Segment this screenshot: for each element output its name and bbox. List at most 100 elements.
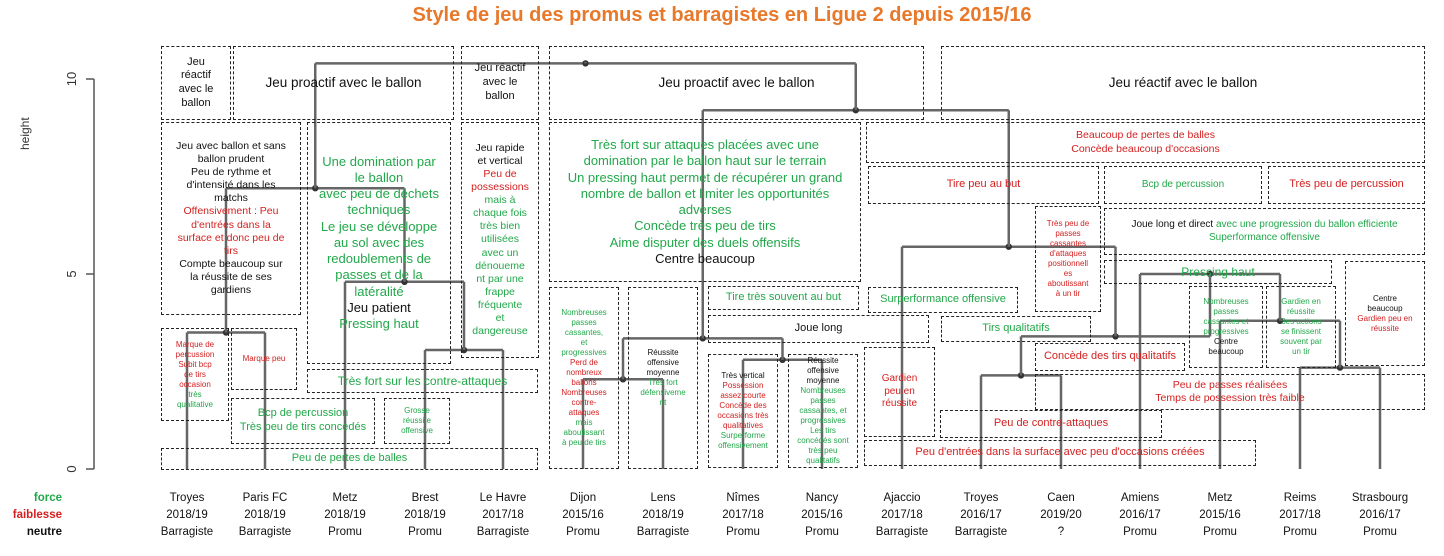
leaf-season: 2018/19 [166, 509, 208, 521]
annotation-text: souvent par [1280, 337, 1322, 346]
annotation-box: Très fort sur les contre-attaques [307, 369, 538, 393]
legend-item: faiblesse [12, 509, 62, 521]
annotation-text: aboutissant [563, 428, 605, 437]
annotation-text: Très fort [648, 378, 678, 387]
annotation-text: possessions [471, 180, 529, 193]
annotation-box: Peu de pertes de balles [161, 448, 538, 470]
annotation-text: beaucoup [1367, 303, 1403, 313]
leaf-season: 2018/19 [404, 509, 446, 521]
annotation-text: Grosse [404, 406, 430, 415]
annotation-text: à peu de tirs [561, 438, 607, 447]
annotation-text: passes et de la [335, 267, 423, 283]
annotation-text: Réussite [807, 356, 839, 365]
leaf-season: 2015/16 [1199, 509, 1241, 521]
annotation-text: utilisées [481, 233, 519, 246]
annotation-text: Marque de [175, 339, 215, 349]
annotation-text: nt par une [476, 272, 524, 285]
annotation-text: Concède des [719, 401, 767, 410]
annotation-text: occasion [179, 379, 211, 389]
annotation-text: matchs [214, 192, 248, 205]
annotation-text: Concède beaucoup d'occasions [1071, 142, 1220, 155]
annotation-text: qualitatives [722, 421, 764, 430]
annotation-text: Nombreuses [800, 386, 846, 395]
annotation-text: nt [659, 398, 667, 407]
annotation-box: Réussite offensive moyenne Très fort défensi… [628, 287, 698, 469]
leaf-season: 2015/16 [562, 509, 604, 521]
annotation-text: Le jeu se développe [320, 218, 438, 234]
annotation-text: beaucoup [1208, 347, 1244, 356]
annotation-text: avec peu de déchets [319, 186, 439, 202]
annotation-box: Marque peu [231, 328, 297, 390]
annotation-text: d'entrées dans la [191, 218, 271, 231]
annotation-text: Jeu proactif avec le ballon [658, 74, 815, 90]
annotation-box: Très fort sur attaques placées avec une d… [549, 122, 861, 282]
annotation-box: Réussite offensive moyenne Nombreuses passes… [788, 354, 858, 468]
annotation-text: percussion [175, 349, 215, 359]
annotation-text: nombre de ballon et limiter les opportun… [580, 185, 830, 201]
annotation-text: dangereuse [472, 325, 528, 338]
leaf-status: Barragiste [875, 526, 929, 538]
leaf-team: Nancy [805, 492, 839, 504]
annotation-box: Nombreuses passes cassantes et progressives… [1189, 286, 1263, 368]
annotation-text: Peu de passes réalisées [1172, 378, 1288, 391]
annotation-box: Jeu proactif avec le ballon [233, 46, 454, 120]
annotation-text: offensive [401, 426, 433, 435]
annotation-text: domination par le ballon haut sur le ter… [583, 153, 827, 169]
annotation-box: Gardien en réussite Ses actions se finissen… [1266, 286, 1336, 368]
annotation-text: Nombreuses [561, 308, 607, 317]
annotation-text: Bcp de percussion [257, 407, 349, 420]
annotation-text: Jeu rapide [475, 141, 525, 154]
annotation-text: Tire peu au but [946, 178, 1021, 191]
leaf-season: 2018/19 [324, 509, 366, 521]
leaf-season: 2016/17 [960, 509, 1002, 521]
annotation-text: Gardien peu en [1357, 313, 1413, 323]
annotation-text: surface et donc peu de [177, 231, 285, 244]
leaf-label: Strasbourg 2016/17 Promu [1340, 490, 1420, 541]
annotation-text: et [580, 338, 588, 347]
annotation-text: avec le [482, 76, 518, 89]
annotation-text: avec un [481, 246, 519, 259]
annotation-text: Peu de pertes de balles [291, 452, 408, 465]
annotation-text: positionnell [1047, 259, 1089, 268]
annotation-text: moyenne [646, 368, 680, 377]
annotation-text: réactif [181, 69, 211, 82]
annotation-text: un tir [1292, 347, 1310, 356]
leaf-season: 2018/19 [244, 509, 286, 521]
y-tick-label: 0 [64, 465, 79, 472]
leaf-status: Barragiste [636, 526, 690, 538]
annotation-text: Peu de rythme et [191, 166, 271, 178]
annotation-text: latéralité [354, 283, 404, 299]
leaf-season: 2018/19 [642, 509, 684, 521]
annotation-text: nombreux [566, 368, 602, 377]
annotation-text: très bien [479, 220, 521, 233]
annotation-box: Peu d'entrées dans la surface avec peu d… [864, 440, 1256, 466]
annotation-text: qualitatifs [806, 456, 840, 465]
annotation-text: Concède des tirs qualitatifs [1043, 350, 1177, 363]
annotation-text: ballon prudent [197, 152, 265, 165]
annotation-box: Tire peu au but [868, 166, 1099, 204]
leaf-status: Promu [328, 526, 362, 538]
chart-title: Style de jeu des promus et barragistes e… [412, 4, 1032, 26]
annotation-box: Tire très souvent au but [708, 286, 859, 310]
annotation-box: Marque de percussion Subit bcp de tirs occas… [161, 328, 229, 421]
annotation-text: Très vertical [721, 371, 765, 380]
leaf-status: Promu [408, 526, 442, 538]
leaf-team: Reims [1283, 492, 1317, 504]
annotation-text: cassantes, [564, 328, 604, 337]
annotation-box: Jeu réactif avec le ballon [461, 46, 539, 120]
leaf-label: Lens 2018/19 Barragiste [623, 490, 703, 541]
leaf-season: 2017/18 [1279, 509, 1321, 521]
leaf-season: 2015/16 [801, 509, 843, 521]
annotation-box: Joue long et direct avec une progression… [1104, 208, 1425, 255]
annotation-text: Marque peu [242, 354, 286, 363]
annotation-text: passes [1055, 229, 1081, 238]
annotation-text: Jeu [187, 55, 205, 68]
annotation-text: gardiens [210, 284, 252, 297]
annotation-text: passes [1213, 307, 1239, 316]
y-tick-label: 10 [64, 72, 79, 86]
annotation-text: contre- [571, 398, 597, 407]
annotation-text: Jeu avec ballon et sans [176, 139, 286, 152]
leaf-team: Caen [1047, 492, 1075, 504]
annotation-text: cassantes, et [799, 406, 847, 415]
annotation-text: Nombreuses [561, 388, 607, 397]
